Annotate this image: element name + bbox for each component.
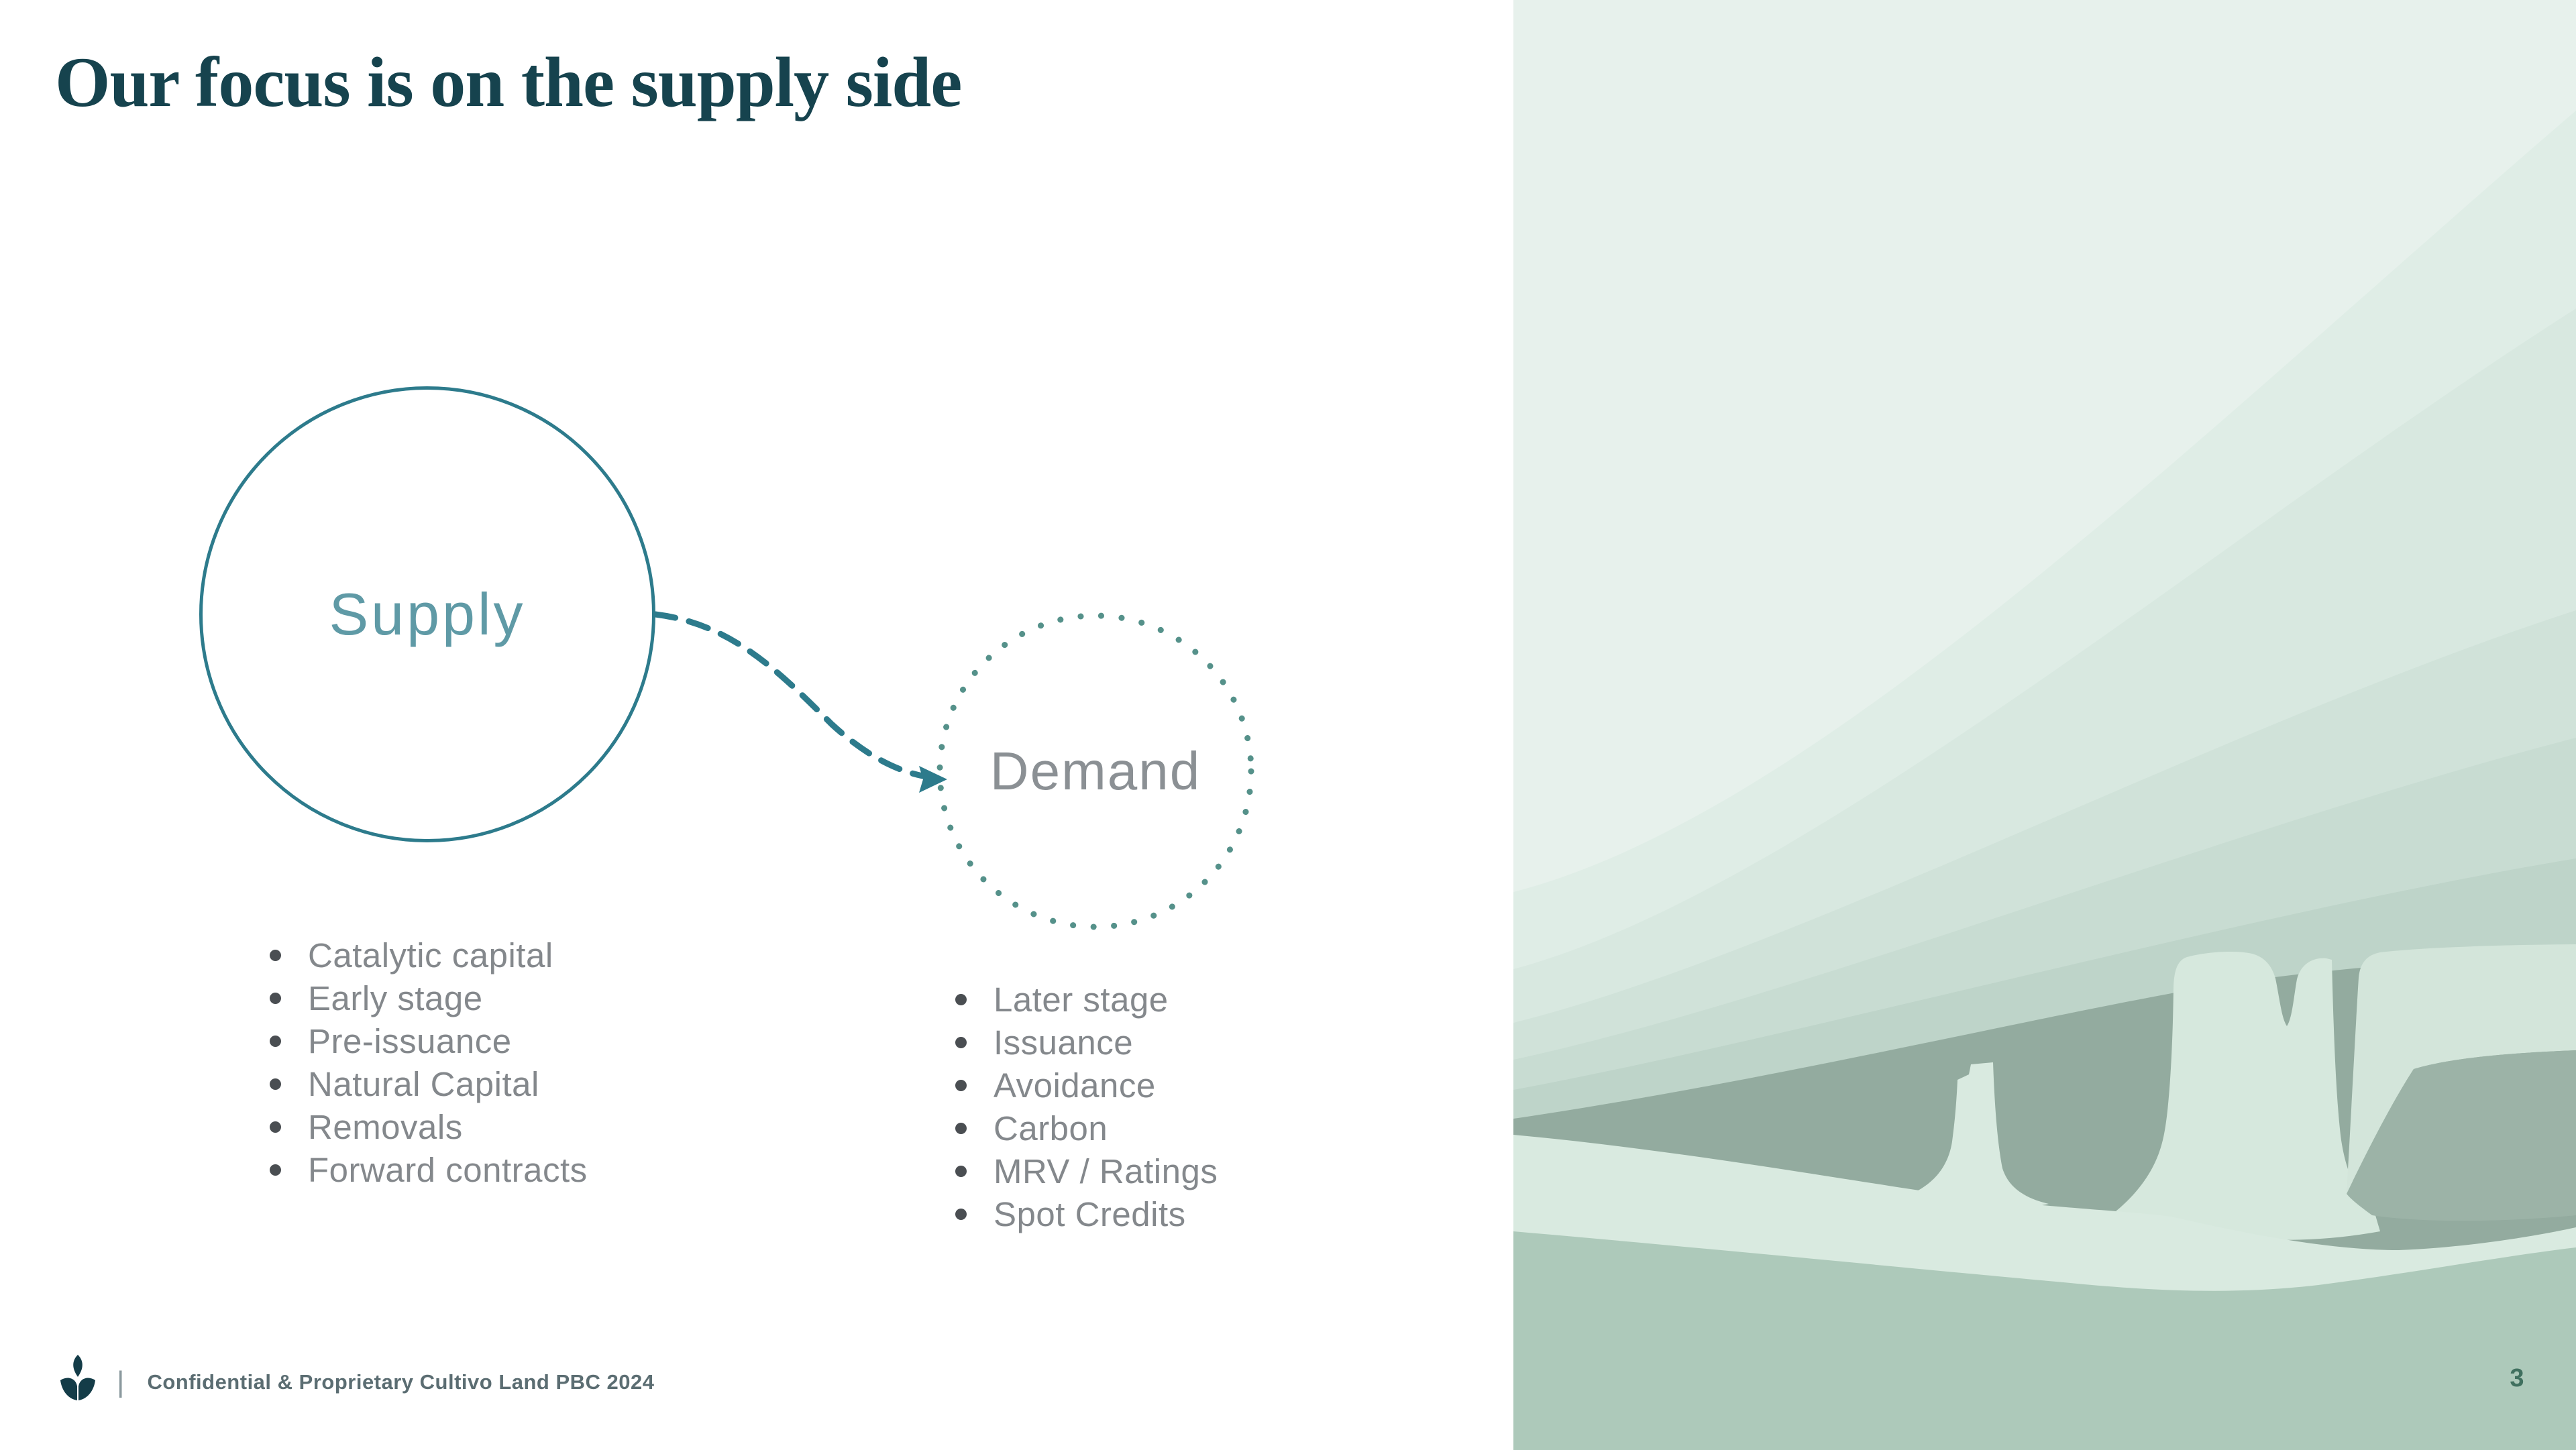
list-item-label: Removals — [308, 1107, 463, 1146]
footer: | Confidential & Proprietary Cultivo Lan… — [59, 1353, 655, 1411]
footer-separator: | — [117, 1365, 125, 1398]
list-item-label: Pre-issuance — [308, 1021, 512, 1060]
list-item: Issuance — [955, 1021, 1218, 1064]
page-title: Our focus is on the supply side — [55, 43, 962, 121]
list-item-label: Early stage — [308, 979, 483, 1017]
supply-circle-label: Supply — [329, 581, 526, 647]
list-item: Spot Credits — [955, 1192, 1218, 1235]
list-item-label: MRV / Ratings — [994, 1152, 1218, 1190]
supply-bullet-list: Catalytic capital Early stage Pre-issuance… — [270, 934, 588, 1191]
bullet-dot-icon — [270, 992, 281, 1004]
bullet-dot-icon — [955, 993, 967, 1005]
list-item-label: Forward contracts — [308, 1150, 588, 1189]
footer-confidentiality-text: Confidential & Proprietary Cultivo Land … — [147, 1370, 655, 1394]
bullet-dot-icon — [270, 1035, 281, 1047]
bullet-dot-icon — [955, 1122, 967, 1134]
demand-bullet-list: Later stage Issuance Avoidance Carbon MRV / … — [955, 978, 1218, 1235]
list-item-label: Natural Capital — [308, 1064, 539, 1103]
landscape-artwork — [1513, 0, 2576, 1450]
list-item: Forward contracts — [270, 1148, 588, 1191]
list-item: Natural Capital — [270, 1062, 588, 1105]
supply-to-demand-arrow-icon — [652, 611, 947, 793]
supply-circle: Supply — [199, 386, 655, 842]
list-item: Pre-issuance — [270, 1019, 588, 1062]
list-item: Removals — [270, 1105, 588, 1148]
list-item: Catalytic capital — [270, 934, 588, 977]
list-item-label: Catalytic capital — [308, 936, 553, 974]
list-item-label: Spot Credits — [994, 1194, 1186, 1233]
bullet-dot-icon — [955, 1208, 967, 1220]
list-item: Avoidance — [955, 1064, 1218, 1107]
bullet-dot-icon — [270, 949, 281, 961]
list-item-label: Later stage — [994, 980, 1169, 1019]
list-item-label: Issuance — [994, 1023, 1134, 1062]
bullet-dot-icon — [955, 1036, 967, 1048]
demand-circle: Demand — [935, 611, 1256, 932]
dotted-circle-icon — [936, 612, 1254, 930]
bullet-dot-icon — [270, 1121, 281, 1133]
list-item-label: Avoidance — [994, 1066, 1156, 1105]
bullet-dot-icon — [955, 1079, 967, 1091]
list-item: Carbon — [955, 1107, 1218, 1150]
list-item: Early stage — [270, 977, 588, 1019]
list-item: Later stage — [955, 978, 1218, 1021]
bullet-dot-icon — [270, 1164, 281, 1176]
list-item-label: Carbon — [994, 1109, 1108, 1148]
bullet-dot-icon — [955, 1165, 967, 1177]
list-item: MRV / Ratings — [955, 1150, 1218, 1192]
cultivo-sprout-logo-icon — [60, 1355, 95, 1400]
page-number: 3 — [2510, 1364, 2524, 1392]
demand-circle-label: Demand — [989, 741, 1201, 801]
bullet-dot-icon — [270, 1078, 281, 1090]
